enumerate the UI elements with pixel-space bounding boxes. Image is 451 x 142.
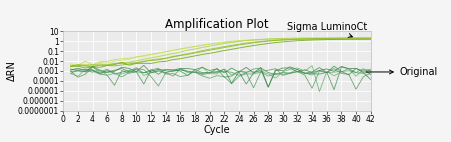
X-axis label: Cycle: Cycle	[203, 125, 230, 135]
Text: Sigma LuminoCt: Sigma LuminoCt	[286, 22, 366, 37]
Y-axis label: ΔRN: ΔRN	[6, 60, 16, 82]
Text: Original: Original	[365, 67, 437, 77]
Title: Amplification Plot: Amplification Plot	[165, 18, 268, 31]
